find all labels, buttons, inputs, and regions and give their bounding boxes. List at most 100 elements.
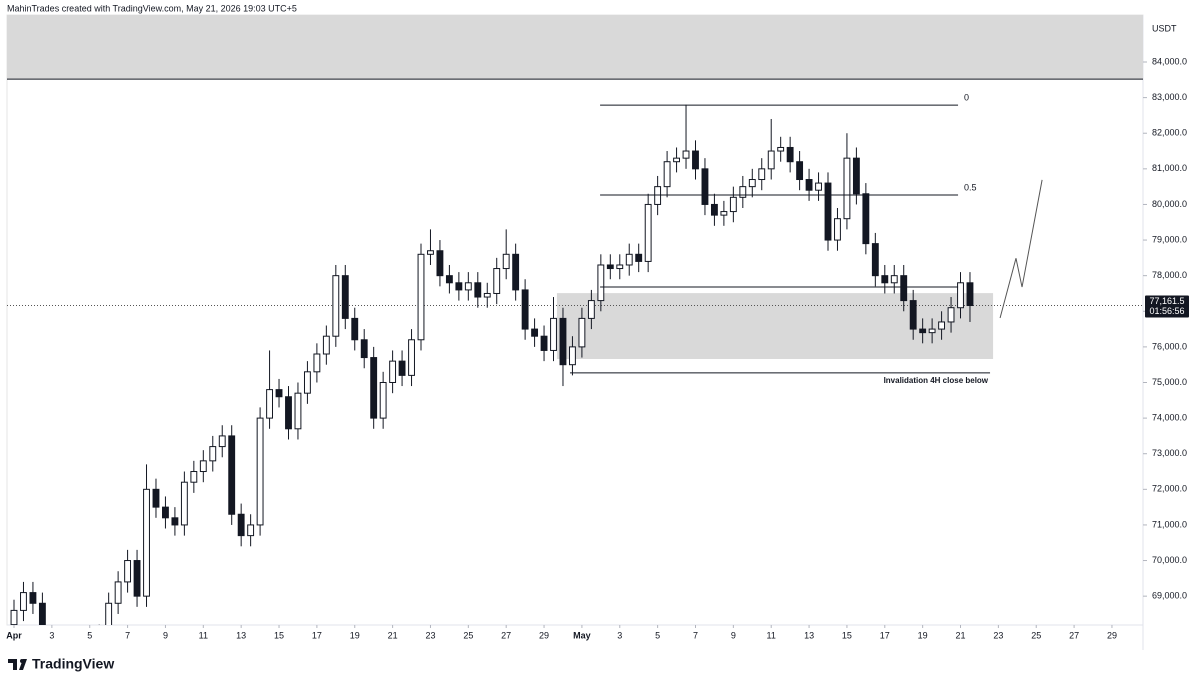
y-tick-label: 76,000.0 [1152,341,1187,351]
y-tick-label: 69,000.0 [1152,591,1187,601]
candle-body [578,317,586,348]
candle-body [777,146,785,152]
candle-body [10,609,18,625]
candle-body [862,193,870,245]
candle-body [824,182,832,241]
candle-body [408,339,415,376]
candle-body [559,317,567,366]
candle-body [881,275,889,284]
last-price-label: 77,161.5 [1149,296,1184,306]
projection-path [999,179,1043,319]
zone [7,15,1143,80]
candle-body [455,282,463,291]
candle-body [180,481,188,526]
candle-body [796,161,804,181]
candle-body [569,346,576,366]
candle-body [341,275,349,319]
candle-body [900,275,908,302]
candle-body [805,179,813,191]
x-tick-label: 29 [1107,630,1117,640]
x-tick-label: 23 [425,630,435,640]
candle-body [171,517,179,526]
candle-body [133,560,141,597]
candle-body [162,506,169,519]
level-label: 0 [964,92,969,102]
candle-body [493,268,501,294]
header-text: MahinTrades created with TradingView.com… [7,3,297,13]
candle-body [890,275,898,284]
logo-text: TradingView [32,656,114,672]
y-tick-label: 81,000.0 [1152,163,1187,173]
candle-body [105,602,113,625]
candle-body [190,471,198,483]
candle-body [720,211,728,216]
x-tick-label: 11 [767,630,776,640]
candle-body [758,168,766,181]
x-tick-label: 7 [693,630,698,640]
candle-body [834,218,841,241]
candle-body [427,250,434,255]
candle-body [124,560,132,583]
x-tick-label: 25 [463,630,473,640]
y-tick-label: 80,000.0 [1152,199,1187,209]
candle-body [587,300,595,319]
currency-label: USDT [1152,23,1177,33]
candle-body [938,321,946,330]
candle-body [332,275,340,337]
candle-body [275,389,283,398]
y-tick-label: 82,000.0 [1152,128,1187,138]
candle-body [351,317,359,341]
candle-body [815,182,822,191]
candle-body [199,460,207,473]
candle-body [957,282,964,309]
candle-body [228,435,236,515]
candle-body [313,353,321,373]
candle-body [947,307,955,323]
candle-body [417,253,425,341]
candle-body [928,328,936,334]
candle-body [502,253,510,270]
y-tick-label: 72,000.0 [1152,484,1187,494]
candle-body [597,264,605,302]
y-tick-label: 71,000.0 [1152,519,1187,529]
candle-body [682,150,690,159]
y-tick-label: 74,000.0 [1152,412,1187,422]
candle-body [843,157,851,220]
x-tick-label: 23 [993,630,1003,640]
candle-body [114,581,122,604]
last-price-box [1145,295,1189,318]
x-tick-label: 7 [125,630,130,640]
candle-body [303,371,311,394]
x-tick-label: 27 [1069,630,1079,640]
candle-body [398,360,406,376]
x-tick-label: 5 [655,630,660,640]
y-tick-label: 75,000.0 [1152,377,1187,387]
candle-body [29,592,37,604]
candle-body [852,157,860,195]
x-tick-label: 5 [87,630,92,640]
x-tick-label: 13 [804,630,814,640]
x-tick-label: 15 [842,630,852,640]
x-tick-label: 27 [501,630,511,640]
x-tick-label: 17 [312,630,322,640]
x-tick-label: 21 [388,630,398,640]
logo: TradingView [8,656,114,672]
y-tick-label: 84,000.0 [1152,56,1187,66]
candle-body [701,168,709,205]
candle-body [625,253,633,266]
candle-body [966,282,974,307]
y-tick-label: 83,000.0 [1152,92,1187,102]
candle-body [285,396,292,430]
candle-body [531,328,539,337]
candle-body [606,264,614,270]
x-tick-label: 13 [236,630,246,640]
candle-body [436,250,444,277]
x-tick-label: 3 [49,630,54,640]
candle-body [673,157,680,163]
candle-body [871,243,879,277]
candle-body [322,335,330,355]
candle-body [266,389,273,419]
level-label: 0.5 [964,182,977,192]
